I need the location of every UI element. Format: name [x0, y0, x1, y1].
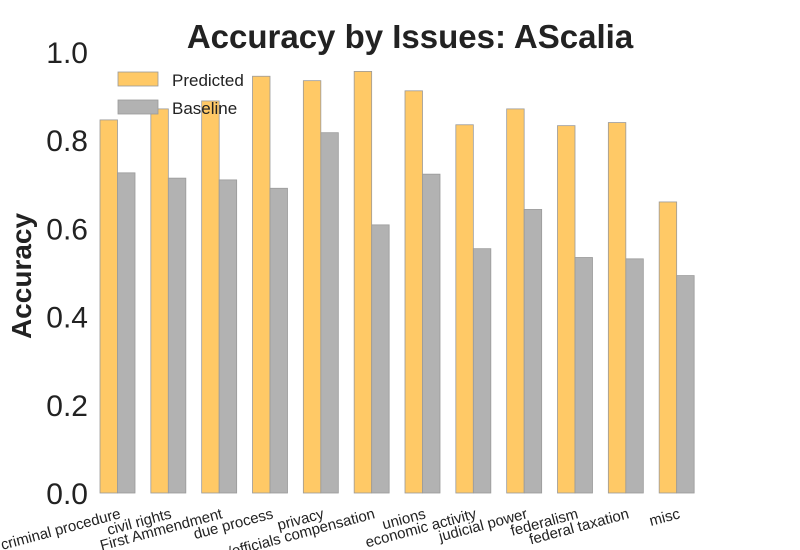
y-tick-label: 0.2 — [46, 390, 88, 423]
bar-baseline — [523, 209, 543, 494]
bar-baseline — [625, 258, 644, 494]
bars — [99, 71, 695, 494]
bar-predicted — [506, 108, 525, 494]
bar-baseline — [269, 187, 288, 494]
bar-baseline — [676, 275, 695, 494]
bar-predicted — [99, 119, 118, 494]
y-tick-label: 0.0 — [46, 478, 88, 511]
bar-baseline — [167, 177, 187, 494]
legend-label-baseline: Baseline — [172, 99, 237, 118]
x-tick-label: federal taxation — [527, 505, 630, 548]
y-tick-label: 1.0 — [46, 37, 88, 70]
bar-predicted — [252, 75, 271, 494]
bar-predicted — [557, 125, 576, 494]
bar-baseline — [218, 179, 238, 494]
bar-predicted — [150, 108, 169, 494]
y-ticks: 0.0 0.2 0.4 0.6 0.8 1.0 — [46, 37, 88, 511]
bar-predicted — [658, 201, 678, 494]
bar-baseline — [422, 173, 441, 494]
bar-predicted — [607, 122, 627, 494]
chart-title: Accuracy by Issues: AScalia — [187, 18, 634, 55]
bar-baseline — [320, 132, 339, 494]
y-tick-label: 0.8 — [46, 125, 88, 158]
bar-predicted — [404, 90, 423, 494]
y-tick-label: 0.6 — [46, 213, 88, 246]
bar-baseline — [574, 257, 593, 494]
bar-predicted — [201, 100, 220, 494]
bar-baseline — [371, 224, 390, 494]
bar-baseline — [472, 248, 492, 494]
legend-swatch-predicted — [117, 71, 159, 87]
legend: Predicted Baseline — [117, 71, 244, 118]
bar-baseline — [117, 172, 136, 494]
bar-predicted — [353, 71, 373, 494]
bar-predicted — [302, 80, 322, 494]
y-axis-label: Accuracy — [6, 213, 37, 340]
bar-predicted — [455, 124, 474, 494]
legend-label-predicted: Predicted — [172, 71, 244, 90]
legend-swatch-baseline — [117, 99, 159, 115]
x-tick-label: misc — [648, 505, 683, 530]
y-tick-label: 0.4 — [46, 302, 88, 335]
